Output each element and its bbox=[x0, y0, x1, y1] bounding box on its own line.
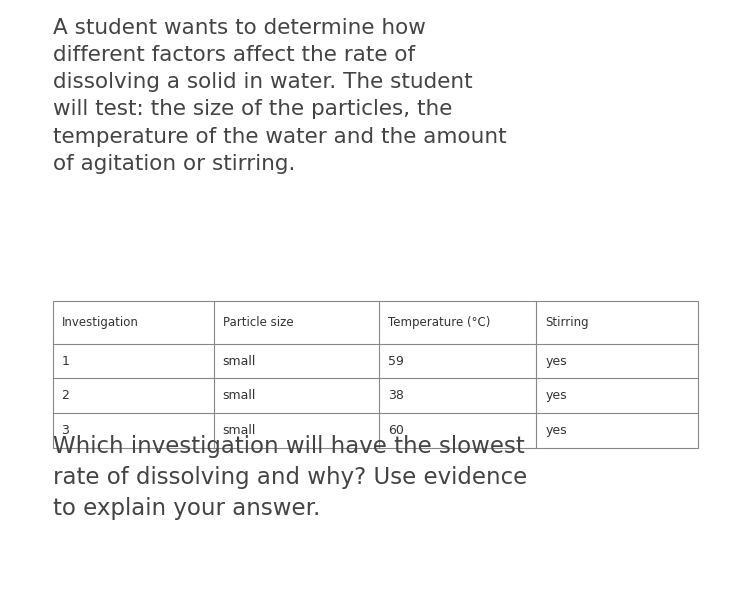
Text: 59: 59 bbox=[388, 355, 404, 368]
Text: yes: yes bbox=[545, 424, 567, 437]
Text: Temperature (°C): Temperature (°C) bbox=[388, 316, 490, 329]
Text: 1: 1 bbox=[62, 355, 69, 368]
Text: Which investigation will have the slowest
rate of dissolving and why? Use eviden: Which investigation will have the slowes… bbox=[53, 435, 526, 520]
Text: Stirring: Stirring bbox=[545, 316, 589, 329]
Text: small: small bbox=[223, 389, 256, 402]
Text: 3: 3 bbox=[62, 424, 69, 437]
Text: Particle size: Particle size bbox=[223, 316, 293, 329]
Text: Investigation: Investigation bbox=[62, 316, 138, 329]
Text: 38: 38 bbox=[388, 389, 404, 402]
Text: small: small bbox=[223, 424, 256, 437]
Text: A student wants to determine how
different factors affect the rate of
dissolving: A student wants to determine how differe… bbox=[53, 18, 506, 174]
Text: 2: 2 bbox=[62, 389, 69, 402]
Text: yes: yes bbox=[545, 355, 567, 368]
Text: 60: 60 bbox=[388, 424, 404, 437]
Text: yes: yes bbox=[545, 389, 567, 402]
Text: small: small bbox=[223, 355, 256, 368]
